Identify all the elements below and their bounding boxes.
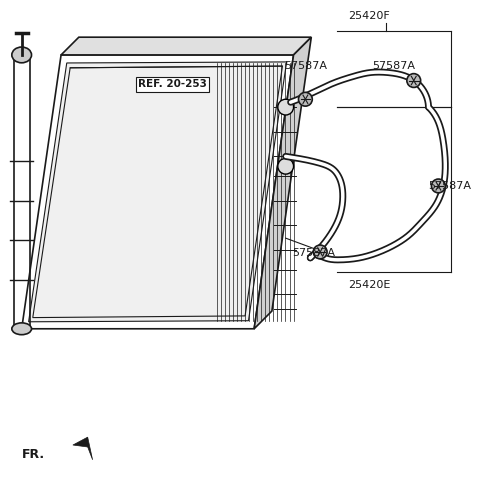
Text: 57587A: 57587A xyxy=(284,61,327,71)
Circle shape xyxy=(299,92,312,106)
Circle shape xyxy=(313,245,327,259)
Circle shape xyxy=(278,158,294,174)
Circle shape xyxy=(407,73,420,87)
Text: REF. 20-253: REF. 20-253 xyxy=(138,79,207,89)
Polygon shape xyxy=(73,437,93,460)
Text: 57587A: 57587A xyxy=(429,181,471,191)
Polygon shape xyxy=(61,37,312,55)
Circle shape xyxy=(432,179,445,193)
Polygon shape xyxy=(254,37,312,329)
Text: 25420E: 25420E xyxy=(348,280,391,290)
Ellipse shape xyxy=(12,47,32,63)
Text: FR.: FR. xyxy=(22,448,45,461)
Polygon shape xyxy=(29,62,287,322)
Ellipse shape xyxy=(12,323,32,335)
Text: 57587A: 57587A xyxy=(372,61,416,71)
Text: 57587A: 57587A xyxy=(292,248,335,258)
Text: 25420F: 25420F xyxy=(348,11,390,21)
Circle shape xyxy=(278,99,294,115)
